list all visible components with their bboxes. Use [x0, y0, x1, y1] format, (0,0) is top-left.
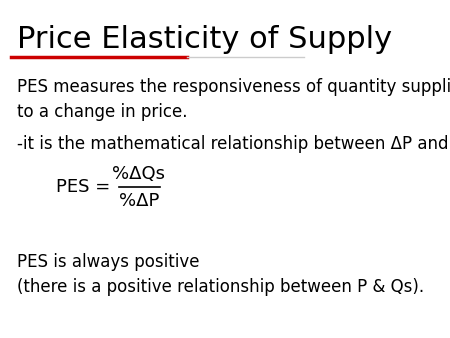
Text: Price Elasticity of Supply: Price Elasticity of Supply — [17, 25, 392, 54]
Text: PES is always positive
(there is a positive relationship between P & Qs).: PES is always positive (there is a posit… — [17, 253, 424, 296]
Text: %ΔP: %ΔP — [118, 192, 159, 210]
Text: %ΔQs: %ΔQs — [112, 165, 165, 183]
Text: PES measures the responsiveness of quantity supplied
to a change in price.: PES measures the responsiveness of quant… — [17, 78, 450, 121]
Text: PES =: PES = — [56, 178, 116, 196]
Text: -it is the mathematical relationship between ΔP and ΔQs: -it is the mathematical relationship bet… — [17, 136, 450, 153]
